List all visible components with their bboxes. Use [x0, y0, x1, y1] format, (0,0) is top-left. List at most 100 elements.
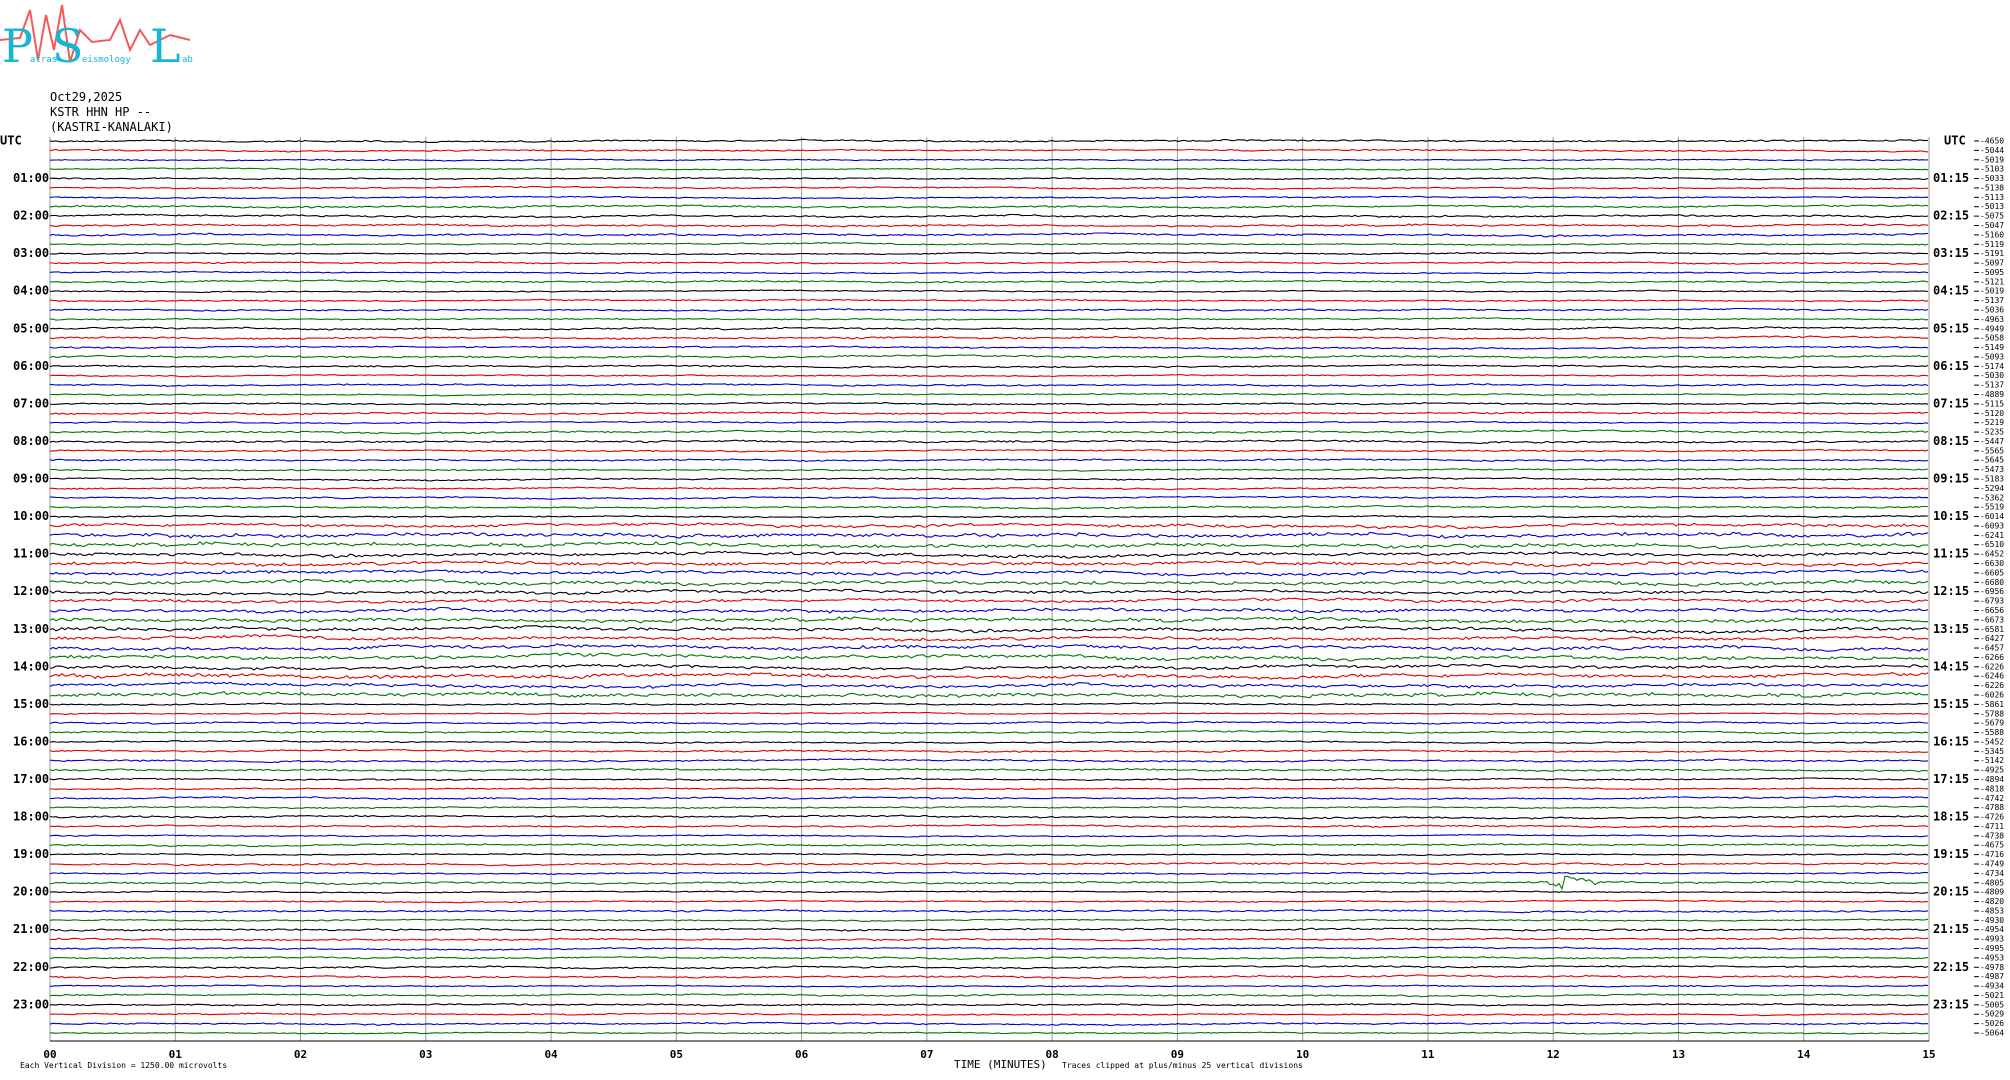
- hour-label-right: UTC: [1944, 134, 1966, 148]
- trace-offset: -5138: [1980, 183, 2004, 192]
- trace: [49, 195, 1929, 200]
- trace-offset: -5679: [1980, 719, 2004, 728]
- trace: [49, 597, 1929, 605]
- hour-label: 19:00: [13, 847, 49, 861]
- trace-offset: -5005: [1980, 1000, 2004, 1009]
- trace: [49, 279, 1929, 284]
- trace-offset: -5362: [1980, 493, 2004, 502]
- hour-label-right: 17:15: [1933, 772, 1969, 786]
- trace: [49, 974, 1929, 980]
- hour-label: 05:00: [13, 321, 49, 335]
- hour-label-right: 16:15: [1933, 734, 1969, 748]
- hour-label: 12:00: [13, 584, 49, 598]
- trace-offset: -6226: [1980, 681, 2004, 690]
- hour-label-right: 04:15: [1933, 284, 1969, 298]
- trace: [49, 956, 1929, 960]
- trace-offset: -5121: [1980, 277, 2004, 286]
- trace: [50, 852, 1929, 857]
- trace: [49, 1021, 1928, 1027]
- trace: [49, 671, 1929, 681]
- trace-offset: -5030: [1980, 371, 2004, 380]
- trace: [49, 504, 1928, 510]
- trace-offset: -5219: [1980, 418, 2004, 427]
- trace: [49, 890, 1929, 894]
- x-tick-label: 01: [169, 1048, 183, 1061]
- logo-word: eismology: [82, 55, 131, 65]
- trace-offset: -5473: [1980, 465, 2004, 474]
- trace: [49, 720, 1928, 725]
- trace-offset: -5452: [1980, 737, 2004, 746]
- trace: [49, 317, 1929, 321]
- trace-offset: -6266: [1980, 653, 2004, 662]
- trace-offset: -4749: [1980, 859, 2004, 868]
- trace: [49, 373, 1929, 378]
- trace: [50, 1031, 1929, 1035]
- trace-offset: -5044: [1980, 146, 2004, 155]
- hour-label-right: 09:15: [1933, 472, 1969, 486]
- hour-label-right: 07:15: [1933, 396, 1969, 410]
- trace-offset: -6605: [1980, 568, 2004, 577]
- trace: [49, 439, 1929, 444]
- trace-offset: -5113: [1980, 193, 2004, 202]
- trace-offset: -4995: [1980, 944, 2004, 953]
- trace-offset: -4963: [1980, 315, 2004, 324]
- trace-offset: -5033: [1980, 174, 2004, 183]
- trace: [49, 242, 1929, 246]
- trace: [49, 204, 1929, 209]
- trace: [49, 918, 1929, 923]
- trace: [49, 814, 1929, 820]
- trace-offset: -6014: [1980, 512, 2004, 521]
- trace: [49, 213, 1929, 219]
- trace-offset: -6241: [1980, 531, 2004, 540]
- trace: [49, 937, 1929, 942]
- x-tick-label: 07: [920, 1048, 933, 1061]
- x-tick-label: 14: [1797, 1048, 1811, 1061]
- trace-offset: -5345: [1980, 747, 2004, 756]
- trace-offset: -5137: [1980, 296, 2004, 305]
- trace-offset: -5183: [1980, 475, 2004, 484]
- trace: [49, 176, 1929, 181]
- trace: [49, 739, 1929, 744]
- trace-offset: -4894: [1980, 775, 2004, 784]
- hour-label-right: 14:15: [1933, 659, 1969, 673]
- hour-label-right: 06:15: [1933, 359, 1969, 373]
- trace: [49, 307, 1929, 312]
- x-tick-label: 10: [1296, 1048, 1309, 1061]
- trace: [50, 495, 1929, 500]
- trace: [49, 515, 1929, 519]
- trace: [49, 681, 1929, 689]
- trace-offset: -6680: [1980, 578, 2004, 587]
- trace-offset: -6246: [1980, 672, 2004, 681]
- logo-word: atras: [30, 55, 57, 65]
- trace: [49, 363, 1929, 369]
- trace: [49, 823, 1929, 829]
- trace-offset: -6956: [1980, 587, 2004, 596]
- trace-offset: -5097: [1980, 259, 2004, 268]
- trace: [49, 185, 1929, 190]
- trace: [49, 730, 1929, 735]
- trace-offset: -5447: [1980, 437, 2004, 446]
- hour-label-right: 12:15: [1933, 584, 1969, 598]
- trace-offset: -5149: [1980, 343, 2004, 352]
- trace: [49, 993, 1929, 998]
- trace-offset: -4650: [1980, 137, 2004, 146]
- trace-offset: -4820: [1980, 897, 2004, 906]
- trace-offset: -6673: [1980, 615, 2004, 624]
- hour-label: 15:00: [13, 697, 49, 711]
- date: Oct29,2025: [50, 90, 122, 104]
- hour-label: 09:00: [13, 472, 49, 486]
- hour-label: 20:00: [13, 885, 49, 899]
- hour-label: 21:00: [13, 922, 49, 936]
- trace: [50, 486, 1929, 491]
- trace: [49, 541, 1929, 550]
- trace-offset: -4788: [1980, 803, 2004, 812]
- hour-label: 07:00: [13, 396, 49, 410]
- trace-offset: -5103: [1980, 165, 2004, 174]
- trace: [49, 260, 1929, 265]
- hour-label: 01:00: [13, 171, 49, 185]
- x-tick-label: 02: [294, 1048, 307, 1061]
- trace-offset: -4889: [1980, 390, 2004, 399]
- hour-label-right: 22:15: [1933, 960, 1969, 974]
- trace: [49, 560, 1929, 568]
- trace-offset: -4953: [1980, 953, 2004, 962]
